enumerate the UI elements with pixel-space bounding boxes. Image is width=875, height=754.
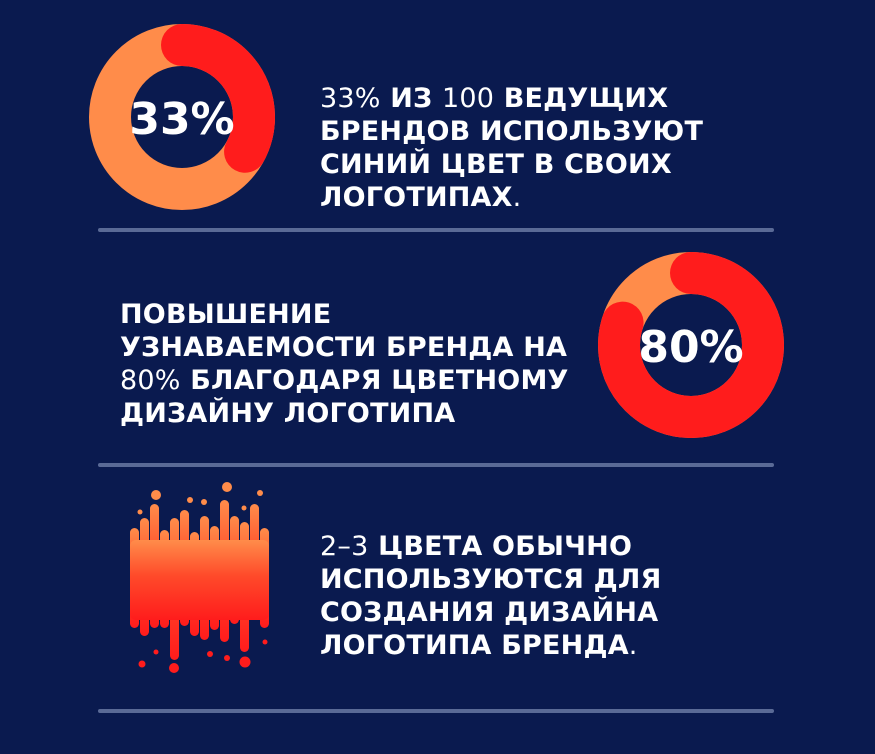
divider [98, 709, 774, 713]
ring-chart-80: 80% [598, 252, 784, 438]
ring-chart-33: 33% [89, 24, 275, 210]
ring-percent-label: 80% [638, 322, 743, 373]
stat-1-text: 33% ИЗ 100 ВЕДУЩИХ БРЕНДОВ ИСПОЛЬЗУЮТ СИ… [320, 83, 704, 213]
ring-fill [89, 24, 275, 210]
divider [98, 463, 774, 467]
stat-3-text: 2–3 ЦВЕТА ОБЫЧНО ИСПОЛЬЗУЮТСЯ ДЛЯ СОЗДАН… [320, 531, 662, 661]
ring-percent-label: 33% [129, 94, 234, 145]
ring-fill [598, 252, 784, 438]
stat-2-text: ПОВЫШЕНИЕ УЗНАВАЕМОСТИ БРЕНДА НА 80% БЛА… [120, 299, 569, 429]
divider [98, 228, 774, 232]
paint-drip-icon [130, 482, 269, 673]
